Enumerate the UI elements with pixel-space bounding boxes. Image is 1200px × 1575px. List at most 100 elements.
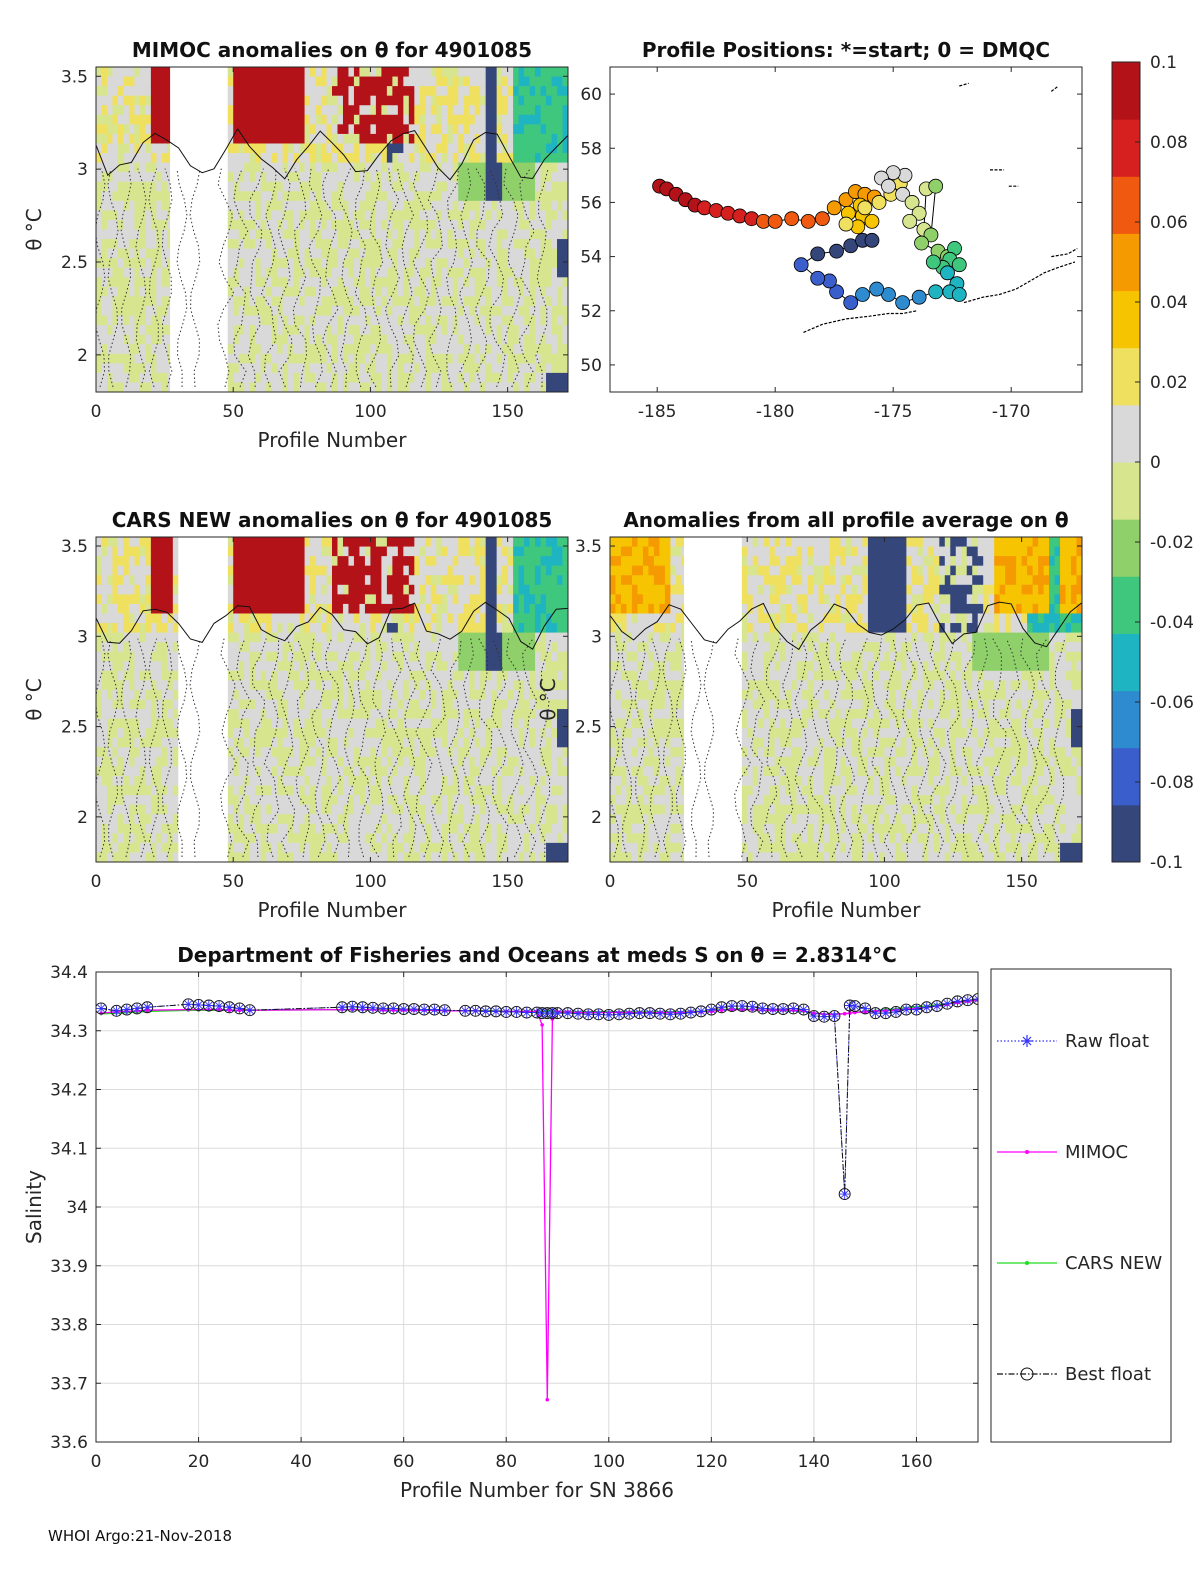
- mimoc_anom-cell: [496, 372, 503, 384]
- mimoc_anom-cell: [425, 219, 432, 231]
- cars_anom-cell: [293, 728, 300, 739]
- mimoc_anom-cell: [321, 162, 328, 173]
- cars_anom-cell: [123, 632, 130, 643]
- mimoc_anom-cell: [370, 181, 377, 192]
- mimoc_anom-cell: [255, 162, 262, 173]
- cars_anom-cell: [282, 747, 289, 758]
- cars_anom-cell: [145, 575, 152, 586]
- cars_anom-cell: [441, 766, 448, 777]
- mimoc_anom-cell: [304, 114, 311, 125]
- cars_anom-cell: [106, 747, 114, 758]
- cars_anom-cell: [249, 842, 256, 854]
- mimoc_anom-cell: [123, 162, 130, 173]
- cars_anom-cell: [337, 766, 344, 777]
- mimoc_anom-cell: [244, 181, 251, 192]
- cars_anom-cell: [403, 661, 410, 672]
- mimoc_anom-cell: [419, 372, 426, 384]
- mimoc_anom-cell: [150, 76, 157, 87]
- mimoc_anom-cell: [249, 105, 256, 116]
- mimoc_anom-cell: [277, 200, 284, 211]
- cars_anom-cell: [518, 689, 525, 701]
- cars_anom-cell: [491, 546, 498, 557]
- mimoc_anom-cell: [337, 372, 344, 384]
- cars_anom-cell: [342, 833, 350, 844]
- mimoc_anom-cell: [529, 172, 536, 183]
- cars_anom-cell: [293, 747, 300, 758]
- cars_anom-cell: [403, 747, 410, 758]
- cars_anom-cell: [150, 689, 157, 701]
- cars_anom-cell: [282, 565, 289, 576]
- mimoc_anom-cell: [238, 210, 245, 221]
- mimoc_anom-cell: [386, 258, 393, 269]
- mimoc_anom-cell: [507, 172, 514, 183]
- mimoc_anom-cell: [266, 105, 273, 116]
- cars_anom-cell: [249, 709, 256, 720]
- cars_anom-cell: [480, 852, 487, 862]
- mimoc_anom-cell: [337, 172, 344, 183]
- cars_anom-cell: [502, 804, 509, 815]
- cars_anom-cell: [238, 584, 245, 595]
- mimoc_anom-cell: [496, 344, 503, 355]
- mimoc_anom-cell: [419, 210, 426, 221]
- mimoc_anom-cell: [112, 105, 119, 116]
- mimoc_anom-cell: [524, 124, 531, 135]
- mimoc_anom-cell: [315, 372, 322, 384]
- mimoc_anom-cell: [513, 191, 520, 202]
- mimoc_anom-cell: [233, 239, 240, 250]
- mimoc_anom-cell: [315, 325, 322, 336]
- cars_anom-cell: [332, 651, 339, 662]
- mimoc_anom-cell: [96, 133, 103, 145]
- mimoc_anom-cell: [480, 325, 487, 336]
- cars_anom-cell: [238, 747, 245, 758]
- mimoc_anom-cell: [458, 191, 465, 202]
- mimoc_anom-cell: [375, 76, 382, 87]
- mimoc_anom-cell: [304, 133, 311, 145]
- mimoc_anom-cell: [282, 315, 289, 326]
- mimoc_anom-cell: [145, 258, 152, 269]
- mimoc_anom-cell: [414, 124, 421, 135]
- mimoc_anom-cell: [238, 105, 245, 116]
- cars_anom-cell: [112, 852, 119, 862]
- cars_anom-cell: [310, 651, 317, 662]
- mimoc_anom-cell: [496, 353, 503, 364]
- mimoc_anom-cell: [123, 305, 130, 317]
- cars_anom-cell: [332, 842, 339, 854]
- mimoc_anom-cell: [117, 67, 125, 78]
- cars_anom-cell: [353, 747, 361, 758]
- cars_anom-cell: [288, 737, 295, 748]
- cars_anom-cell: [172, 737, 179, 748]
- cars_anom-cell: [106, 756, 114, 768]
- mimoc_anom-cell: [397, 344, 404, 355]
- mimoc_anom-cell: [463, 353, 470, 364]
- mimoc_anom-cell: [452, 277, 459, 288]
- cars_anom-cell: [161, 623, 168, 634]
- mimoc_anom-cell: [150, 191, 157, 202]
- mimoc_anom-cell: [364, 229, 372, 240]
- cars_anom-cell: [436, 728, 443, 739]
- mimoc_anom-cell: [233, 67, 240, 78]
- mimoc_anom-cell: [535, 325, 542, 336]
- mimoc_anom-cell: [496, 219, 503, 231]
- cars_anom-cell: [408, 728, 415, 739]
- mimoc_anom-cell: [386, 114, 393, 125]
- mimoc_anom-cell: [496, 382, 503, 392]
- cars_anom-cell: [321, 747, 328, 758]
- mimoc_anom-cell: [463, 124, 470, 135]
- mimoc_anom-cell: [408, 95, 415, 106]
- cars_anom-cell: [447, 651, 454, 662]
- cars_anom-cell: [491, 594, 498, 605]
- cars_anom-cell: [408, 642, 415, 653]
- cars_anom-cell: [452, 613, 459, 624]
- mimoc_anom-cell: [123, 210, 130, 221]
- cars_anom-cell: [452, 804, 459, 815]
- cars_anom-cell: [96, 584, 103, 595]
- mimoc_anom-cell: [452, 162, 459, 173]
- cars_anom-cell: [266, 709, 273, 720]
- mimoc_anom-cell: [524, 372, 531, 384]
- mimoc_anom-cell: [277, 181, 284, 192]
- mimoc_anom-cell: [480, 143, 487, 154]
- cars_anom-cell: [227, 699, 234, 710]
- mimoc_anom-cell: [266, 124, 273, 135]
- mimoc_anom-cell: [491, 162, 498, 173]
- mimoc_anom-cell: [403, 153, 410, 164]
